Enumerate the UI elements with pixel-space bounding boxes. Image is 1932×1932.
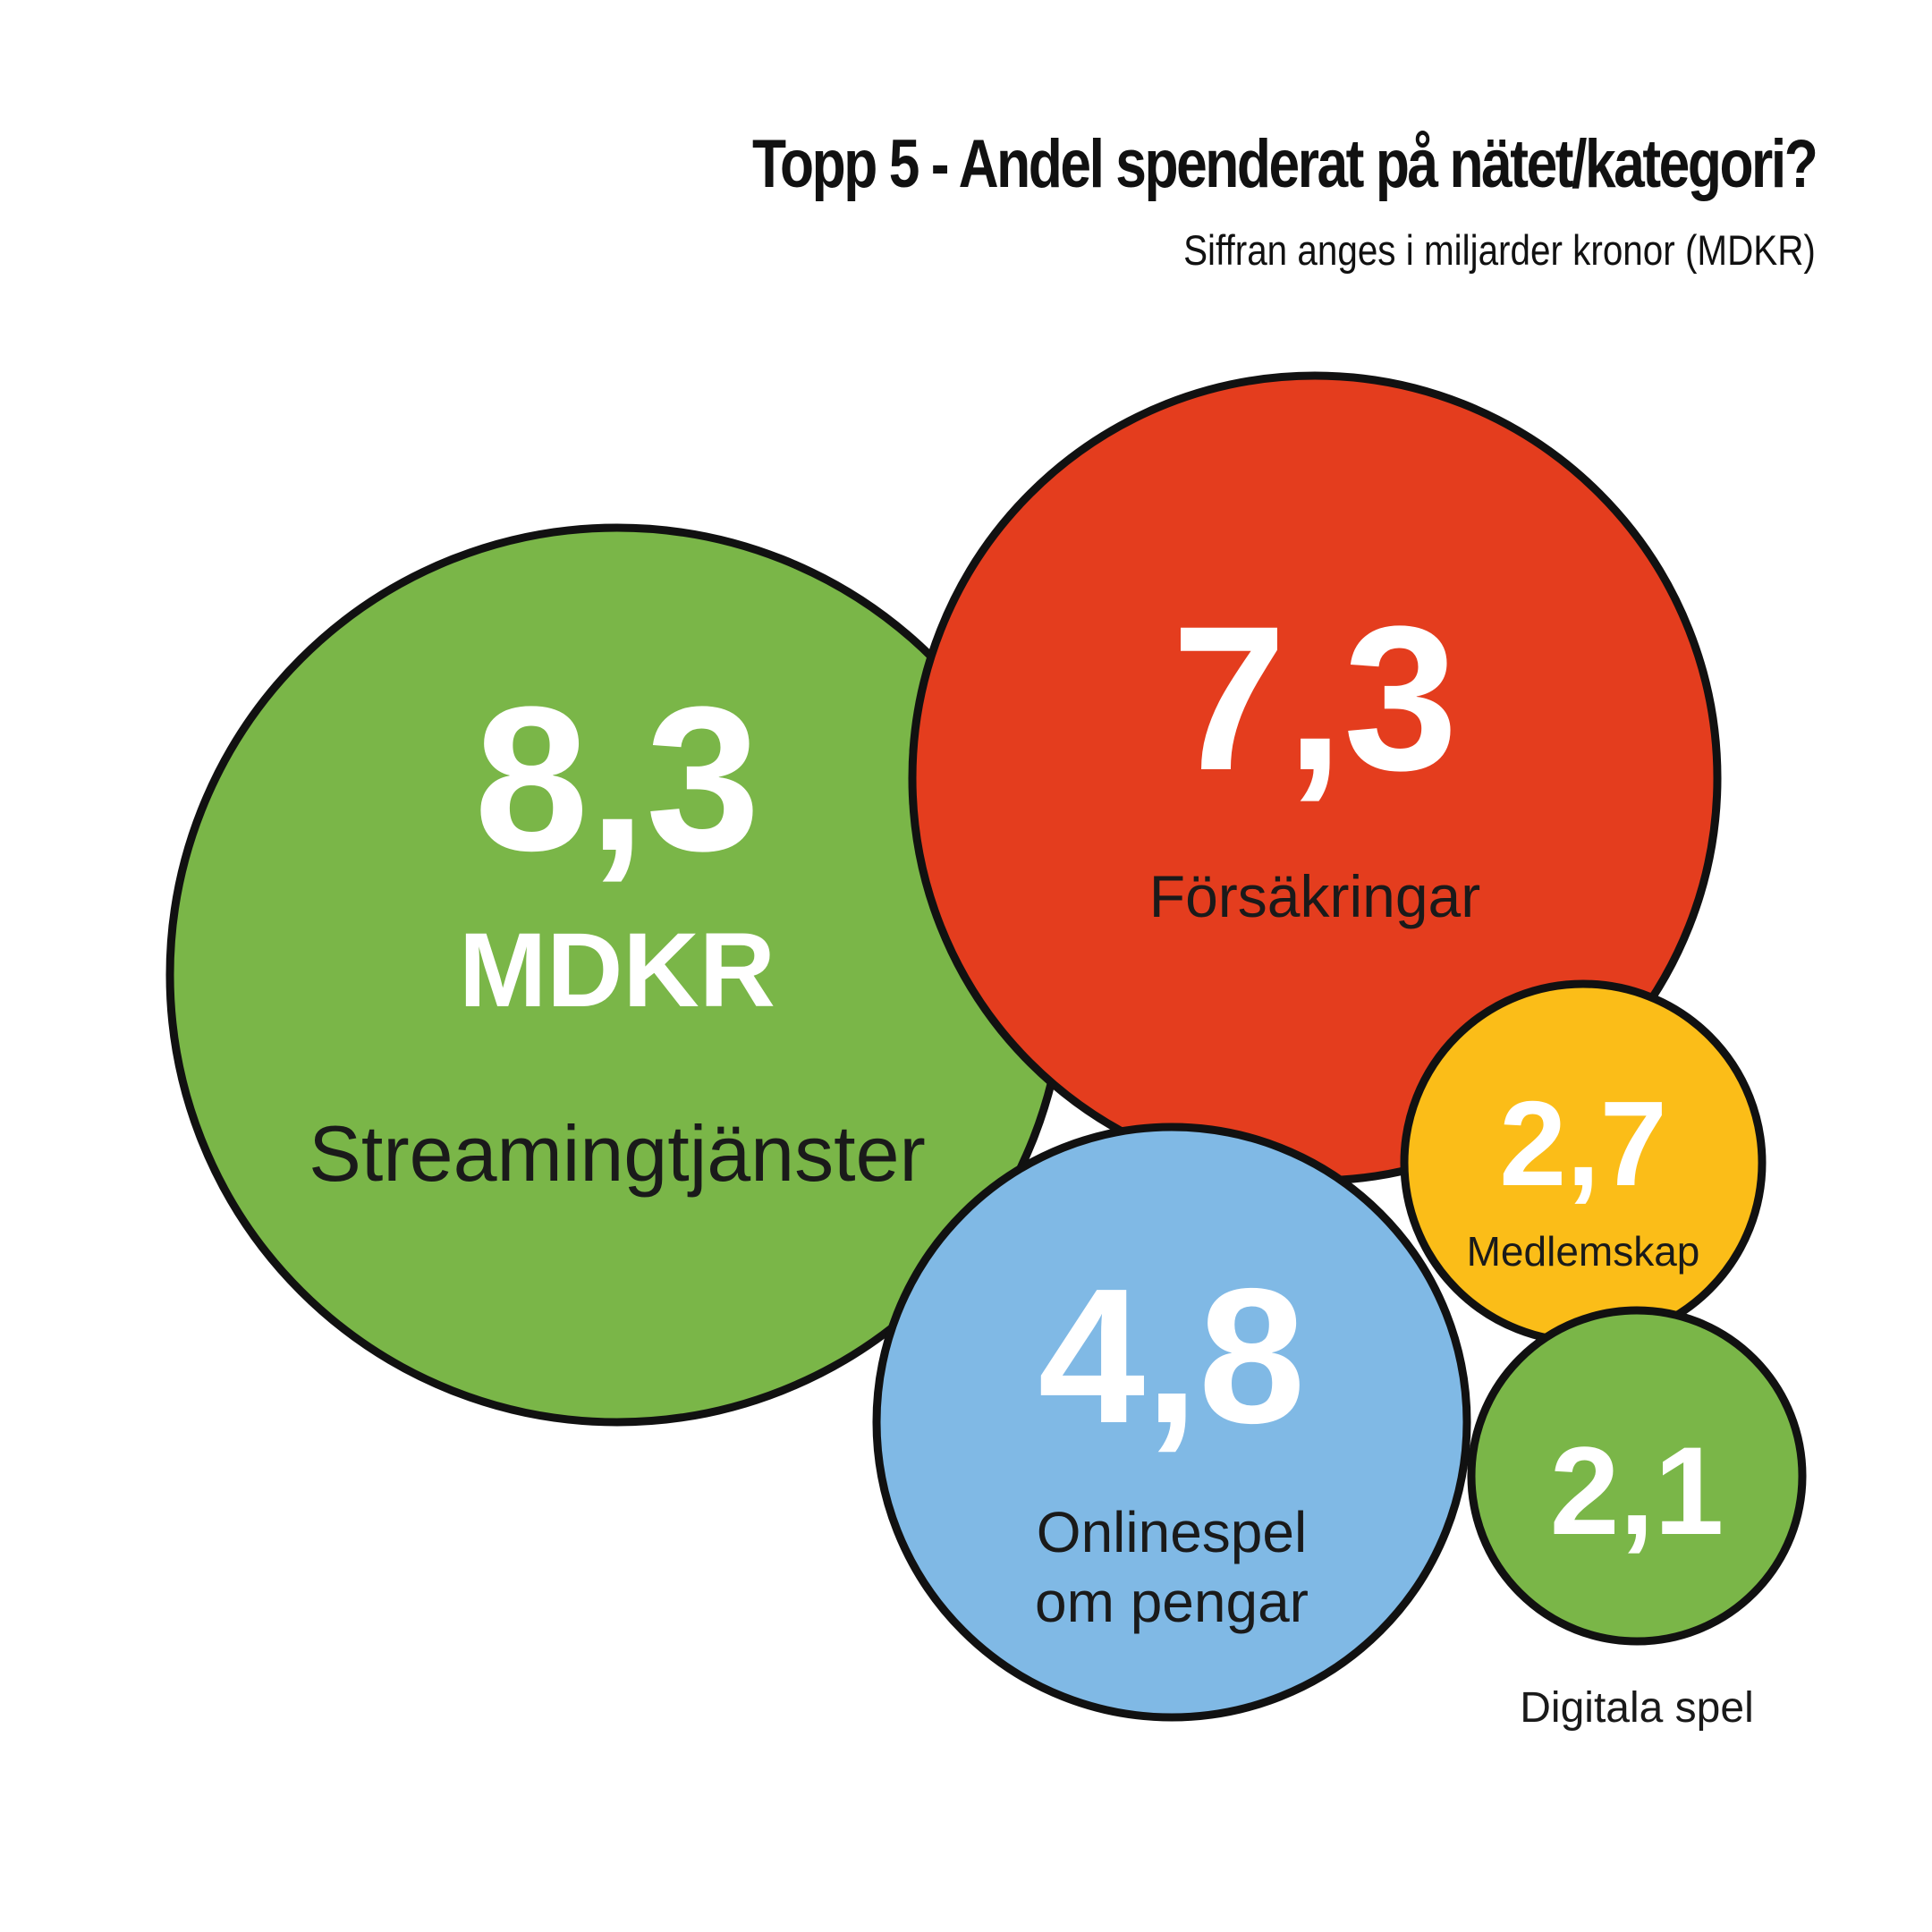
bubble-label-medlemskap: Medlemskap (1467, 1228, 1700, 1275)
bubble-unit-label: MDKR (459, 911, 775, 1030)
bubble-label-onlinespel-om-pengar: om pengar (1035, 1570, 1309, 1634)
bubble-label-forsakringar: Försäkringar (1149, 863, 1480, 929)
chart-subtitle: Siffran anges i miljarder kronor (MDKR) (1183, 226, 1816, 274)
bubble-value-digitala-spel: 2,1 (1550, 1420, 1724, 1561)
bubble-value-onlinespel-om-pengar: 4,8 (1038, 1248, 1306, 1463)
bubble-value-streamingtjanster: 8,3 (474, 664, 760, 894)
bubble-label-digitala-spel: Digitala spel (1520, 1684, 1753, 1732)
bubble-value-medlemskap: 2,7 (1499, 1076, 1667, 1211)
bubble-value-forsakringar: 7,3 (1172, 583, 1458, 813)
chart-title: Topp 5 - Andel spenderat på nätet/katego… (751, 126, 1818, 202)
bubble-label-streamingtjanster: Streamingtjänster (309, 1109, 926, 1198)
bubble-onlinespel-om-pengar (872, 1123, 1471, 1722)
bubble-digitala-spel (1467, 1306, 1807, 1646)
bubble-label-onlinespel-om-pengar: Onlinespel (1037, 1500, 1307, 1564)
